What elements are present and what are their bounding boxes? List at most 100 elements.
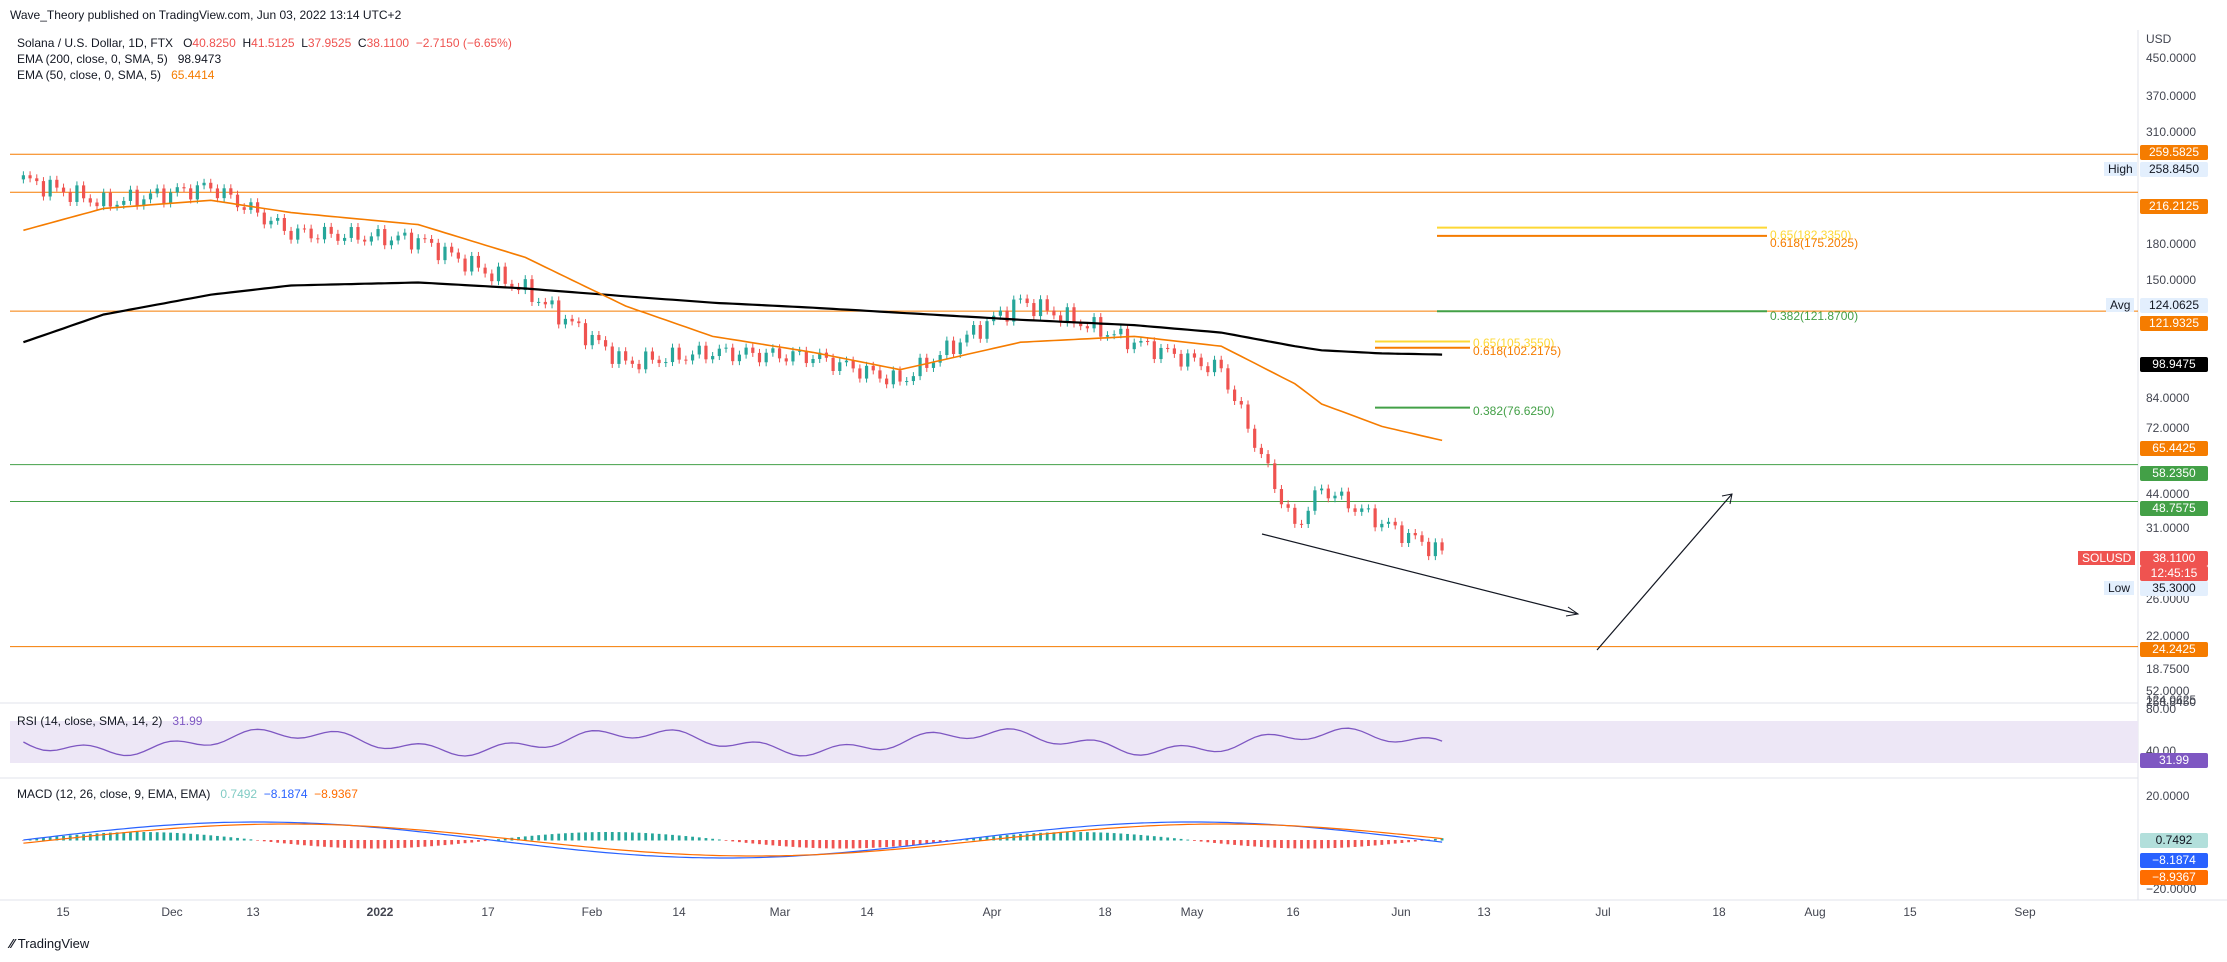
macd-histogram-bar: [1032, 833, 1036, 841]
candle-body: [637, 363, 641, 370]
macd-histogram-bar: [1159, 836, 1163, 841]
candle-body: [309, 228, 313, 239]
candle-body: [108, 192, 112, 207]
macd-histogram-bar: [483, 840, 487, 842]
macd-histogram-bar: [1387, 840, 1390, 845]
tag-macd-signal: −8.9367: [2140, 870, 2208, 885]
macd-histogram-bar: [289, 840, 293, 845]
tradingview-watermark: ⁄⁄ TradingView: [10, 936, 90, 951]
candle-body: [617, 351, 621, 364]
macd-histogram-bar: [436, 840, 440, 846]
tag-high-value: 258.8450: [2140, 162, 2208, 177]
macd-histogram-bar: [477, 840, 480, 842]
macd-histogram-bar: [309, 840, 313, 846]
x-tick: Dec: [161, 905, 183, 919]
macd-histogram-bar: [1152, 836, 1156, 841]
macd-histogram-bar: [811, 840, 815, 848]
candle-body: [429, 238, 434, 243]
tag-58: 58.2350: [2140, 466, 2208, 481]
legend-change: −2.7150 (−6.65%): [415, 36, 512, 50]
candle-body: [1032, 303, 1036, 317]
candle-body: [791, 351, 795, 362]
candle-body: [436, 242, 440, 261]
macd-histogram-bar: [1146, 835, 1150, 841]
projection-arrow-down: [1261, 533, 1579, 615]
candle-body: [1025, 298, 1029, 304]
candle-body: [1373, 508, 1377, 528]
macd-histogram-bar: [35, 838, 39, 841]
macd-histogram-bar: [798, 840, 802, 848]
macd-histogram-bar: [992, 836, 996, 841]
macd-histogram-bar: [557, 833, 561, 841]
candle-body: [1105, 335, 1110, 337]
macd-histogram-bar: [1019, 834, 1022, 841]
macd-histogram-bar: [905, 840, 909, 846]
macd-histogram-bar: [651, 833, 654, 841]
candle-body: [1313, 490, 1317, 511]
candle-body: [1353, 508, 1357, 512]
macd-histogram-bar: [1085, 832, 1089, 841]
candle-body: [162, 188, 166, 204]
symbol-tag: SOLUSD: [2078, 551, 2136, 565]
candle-body: [1159, 347, 1163, 360]
candle-body: [744, 347, 748, 355]
candle-body: [677, 347, 681, 360]
candle-body: [777, 348, 782, 359]
macd-histogram-bar: [1092, 832, 1096, 841]
macd-histogram-bar: [236, 837, 239, 841]
macd-histogram-bar: [523, 836, 527, 841]
candle-body: [610, 346, 614, 364]
legend-close: 38.1100: [366, 36, 410, 50]
macd-histogram-bar: [369, 840, 373, 849]
price-tick: 72.0000: [2146, 421, 2190, 435]
price-tick: 18.7500: [2146, 662, 2190, 676]
macd-histogram-bar: [276, 840, 280, 843]
candle-body: [1360, 508, 1364, 512]
macd-histogram-bar: [497, 839, 500, 841]
macd-histogram-bar: [597, 832, 601, 841]
candle-body: [644, 351, 648, 370]
x-tick: 18: [1712, 905, 1726, 919]
macd-histogram-bar: [677, 835, 681, 841]
candle-body: [757, 352, 762, 363]
candle-body: [1179, 353, 1183, 367]
candle-body: [603, 340, 608, 347]
macd-histogram-bar: [88, 833, 92, 841]
macd-histogram-bar: [42, 837, 45, 841]
candle-body: [650, 351, 655, 360]
macd-histogram-bar: [1172, 838, 1176, 841]
macd-histogram-bar: [95, 833, 99, 841]
candle-body: [135, 189, 139, 206]
candle-body: [1319, 488, 1324, 491]
macd-histogram-bar: [1300, 840, 1303, 849]
price-tick: 84.0000: [2146, 391, 2190, 405]
candle-body: [804, 350, 808, 364]
ema50-line: [23, 199, 1443, 442]
macd-histogram-bar: [1340, 840, 1344, 848]
macd-histogram-bar: [1273, 840, 1277, 848]
candle-body: [1253, 428, 1257, 448]
candle-body: [456, 252, 460, 259]
x-tick: 13: [246, 905, 260, 919]
price-tick: 22.0000: [2146, 629, 2190, 643]
macd-histogram-bar: [778, 840, 781, 846]
macd-histogram-bar: [758, 840, 761, 845]
candle-body: [169, 192, 173, 204]
macd-histogram-bar: [911, 840, 915, 845]
candle-body: [550, 300, 554, 305]
macd-histogram-bar: [1072, 832, 1076, 841]
candle-body: [1393, 521, 1397, 526]
candle-body: [985, 321, 989, 339]
macd-histogram-bar: [1320, 840, 1323, 849]
candle-body: [1065, 307, 1069, 323]
macd-histogram-bar: [938, 840, 942, 843]
macd-histogram-bar: [1213, 840, 1216, 843]
candle-body: [235, 194, 240, 208]
tag-low-value: 35.3000: [2140, 581, 2208, 596]
price-tick: 52.0000: [2146, 684, 2190, 698]
macd-histogram-bar: [55, 836, 59, 841]
macd-histogram-bar: [135, 832, 139, 841]
macd-histogram-bar: [804, 840, 808, 848]
candle-body: [911, 376, 915, 382]
